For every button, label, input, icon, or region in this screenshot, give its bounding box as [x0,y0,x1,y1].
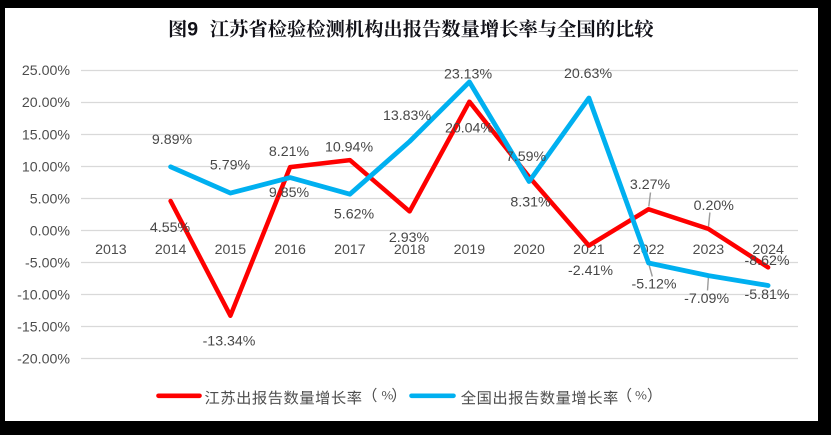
svg-text:7.59%: 7.59% [506,149,547,165]
svg-text:4.55%: 4.55% [150,220,191,236]
svg-text:-10.00%: -10.00% [17,288,70,304]
svg-text:2018: 2018 [394,242,426,258]
svg-text:2019: 2019 [454,242,486,258]
svg-text:2020: 2020 [513,242,545,258]
svg-text:20.63%: 20.63% [564,66,613,82]
svg-text:5.79%: 5.79% [210,158,251,174]
svg-text:10.94%: 10.94% [325,140,374,156]
svg-text:8.21%: 8.21% [269,144,310,160]
svg-text:13.83%: 13.83% [383,108,432,124]
svg-text:20.04%: 20.04% [445,121,494,137]
svg-text:0.00%: 0.00% [30,223,71,239]
svg-text:25.00%: 25.00% [22,63,71,79]
svg-text:2024: 2024 [752,242,784,258]
svg-text:0.20%: 0.20% [694,198,735,214]
svg-text:2023: 2023 [693,242,725,258]
svg-text:9.85%: 9.85% [269,185,310,201]
svg-text:2022: 2022 [633,242,665,258]
svg-text:5.00%: 5.00% [30,191,71,207]
svg-text:9.89%: 9.89% [152,132,193,148]
svg-text:2017: 2017 [334,242,366,258]
svg-text:-20.00%: -20.00% [17,352,70,368]
svg-text:-13.34%: -13.34% [203,334,256,350]
svg-text:2014: 2014 [155,242,187,258]
svg-text:10.00%: 10.00% [22,159,71,175]
svg-text:2016: 2016 [274,242,306,258]
svg-text:-2.41%: -2.41% [568,263,613,279]
svg-text:5.62%: 5.62% [334,207,375,223]
svg-text:3.27%: 3.27% [630,177,671,193]
svg-text:-15.00%: -15.00% [17,320,70,336]
svg-text:2013: 2013 [95,242,127,258]
svg-text:-5.00%: -5.00% [25,255,70,271]
svg-text:-5.81%: -5.81% [745,287,790,303]
svg-text:2021: 2021 [573,242,605,258]
svg-text:20.00%: 20.00% [22,95,71,111]
svg-text:-8.62%: -8.62% [745,253,790,269]
svg-text:2.93%: 2.93% [389,230,430,246]
svg-text:8.31%: 8.31% [510,195,551,211]
svg-text:-5.12%: -5.12% [632,277,677,293]
svg-text:23.13%: 23.13% [444,67,493,83]
svg-text:15.00%: 15.00% [22,127,71,143]
svg-text:2015: 2015 [215,242,247,258]
svg-text:9: 9 [187,18,198,40]
svg-text:-7.09%: -7.09% [684,291,729,307]
